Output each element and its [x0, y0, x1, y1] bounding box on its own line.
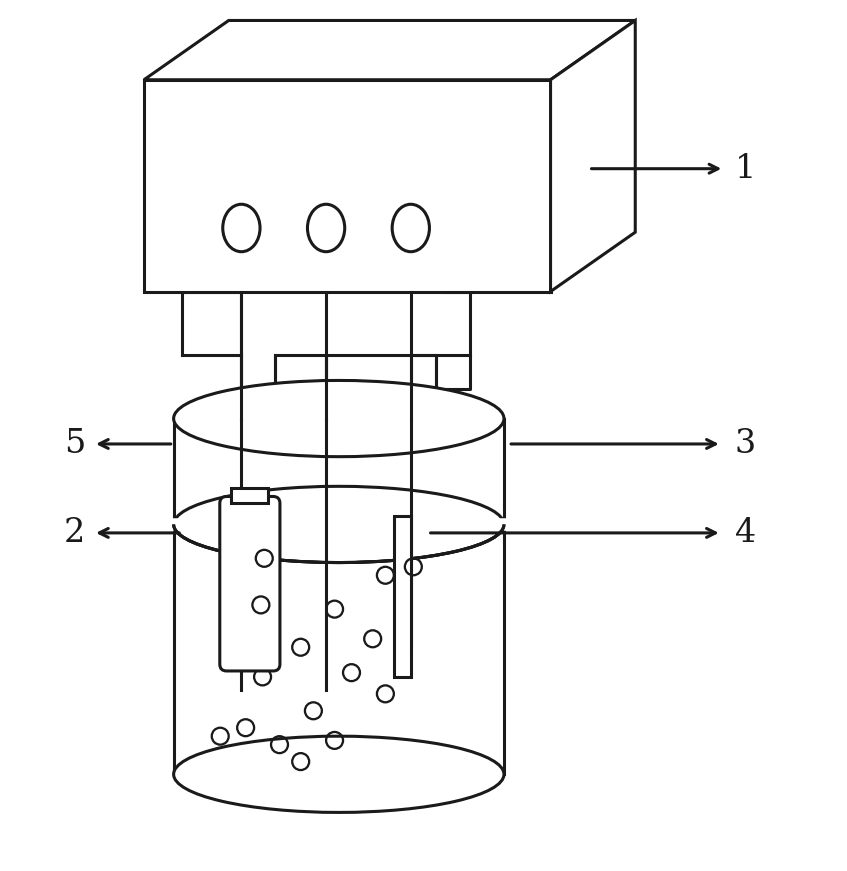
Ellipse shape [174, 381, 504, 456]
Polygon shape [551, 21, 635, 292]
Text: 5: 5 [64, 428, 86, 460]
Ellipse shape [174, 736, 504, 813]
Bar [231, 488, 268, 503]
Text: 1: 1 [734, 152, 756, 185]
FancyBboxPatch shape [219, 496, 280, 671]
Ellipse shape [392, 205, 429, 252]
Ellipse shape [307, 205, 345, 252]
Polygon shape [144, 21, 635, 80]
Bar [394, 516, 411, 677]
Text: 3: 3 [734, 428, 756, 460]
Text: 4: 4 [735, 517, 756, 549]
Polygon shape [144, 80, 551, 292]
Ellipse shape [223, 205, 260, 252]
Text: 2: 2 [64, 517, 86, 549]
